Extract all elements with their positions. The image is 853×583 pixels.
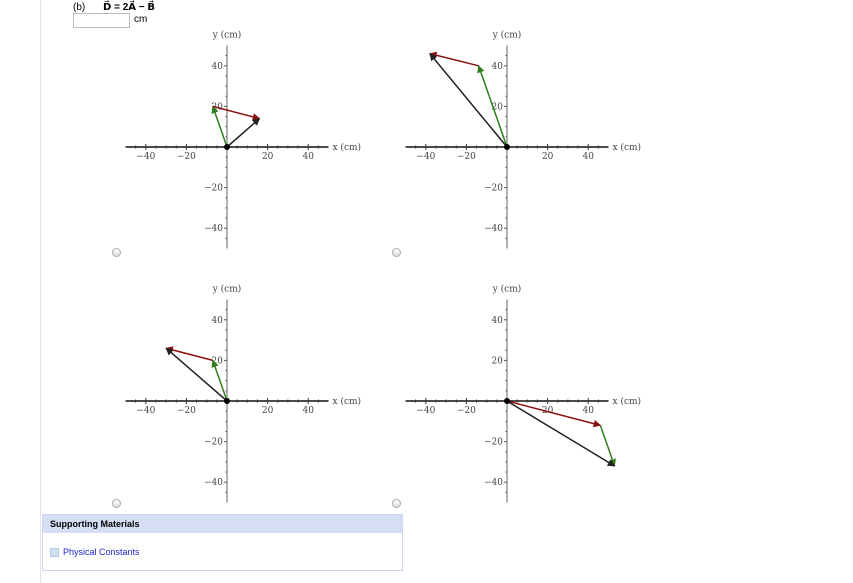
y-tick-label: 40 (212, 62, 224, 72)
y-tick-label: 40 (492, 62, 504, 72)
x-axis-label: x (cm) (613, 142, 642, 153)
x-axis-label: x (cm) (613, 396, 642, 407)
unit-label: cm (134, 14, 148, 25)
part-label: (b) (73, 2, 86, 13)
y-tick-label: −20 (204, 438, 223, 448)
y-axis-label: y (cm) (492, 284, 522, 295)
x-tick-label: 40 (302, 406, 314, 416)
physical-constants-link[interactable]: Physical Constants (50, 547, 140, 557)
vector-black (429, 53, 508, 148)
x-tick-label: 20 (542, 152, 554, 162)
supporting-materials-panel: Supporting Materials Physical Constants (42, 514, 403, 571)
vector-black (165, 347, 228, 402)
answer-input[interactable] (73, 13, 130, 28)
vector-red (506, 400, 602, 428)
vector-red (429, 51, 479, 67)
x-tick-label: −40 (136, 152, 155, 162)
x-tick-label: −20 (457, 406, 476, 416)
x-axis-label: x (cm) (333, 142, 362, 153)
supporting-materials-title: Supporting Materials (43, 515, 402, 533)
option-radio-3[interactable] (112, 499, 121, 508)
x-tick-label: −20 (177, 406, 196, 416)
option-radio-2[interactable] (392, 248, 401, 257)
y-axis-label: y (cm) (492, 30, 522, 41)
y-tick-label: −20 (484, 184, 503, 194)
plot-2: −40 −20 20 40 40 20 −20 −40 x (cm) y (cm) (405, 30, 642, 249)
option-radio-1[interactable] (112, 248, 121, 257)
formula: D⃗ = 2A⃗ − B⃗ (103, 2, 156, 13)
vector-green (477, 65, 508, 148)
vector-green (211, 105, 228, 148)
y-tick-label: −20 (484, 438, 503, 448)
option-radio-4[interactable] (392, 499, 401, 508)
x-tick-label: −40 (416, 152, 435, 162)
left-border (40, 0, 41, 583)
vector-red (212, 105, 261, 121)
vector-plots: −40 −20 20 40 40 20 −20 −40 x (cm) y (cm) −40 −20 20… (125, 30, 642, 503)
y-tick-label: 40 (212, 316, 224, 326)
origin-dot (224, 144, 230, 150)
x-tick-label: 40 (302, 152, 314, 162)
document-icon (50, 547, 59, 557)
y-tick-label: −40 (204, 224, 223, 234)
x-tick-label: −40 (136, 406, 155, 416)
vector-black (226, 118, 261, 148)
y-tick-label: −40 (484, 478, 503, 488)
vector-green (211, 359, 228, 402)
y-tick-label: −20 (204, 184, 223, 194)
origin-dot (224, 398, 230, 404)
y-tick-label: −40 (204, 478, 223, 488)
x-tick-label: −20 (457, 152, 476, 162)
x-tick-label: 20 (262, 406, 274, 416)
x-axis-label: x (cm) (333, 396, 362, 407)
y-tick-label: 40 (492, 316, 504, 326)
y-axis-label: y (cm) (212, 284, 242, 295)
x-tick-label: −40 (416, 406, 435, 416)
vector-green (599, 425, 616, 467)
y-tick-label: 20 (492, 102, 504, 112)
origin-dot (504, 398, 510, 404)
x-tick-label: 40 (582, 406, 594, 416)
origin-dot (504, 144, 510, 150)
y-tick-label: 20 (492, 356, 504, 366)
x-tick-label: 40 (582, 152, 594, 162)
y-axis-label: y (cm) (212, 30, 242, 41)
x-tick-label: −20 (177, 152, 196, 162)
vector-black (506, 400, 616, 467)
physical-constants-label[interactable]: Physical Constants (63, 547, 140, 557)
x-tick-label: 20 (262, 152, 274, 162)
y-tick-label: −40 (484, 224, 503, 234)
vector-red (165, 346, 213, 362)
